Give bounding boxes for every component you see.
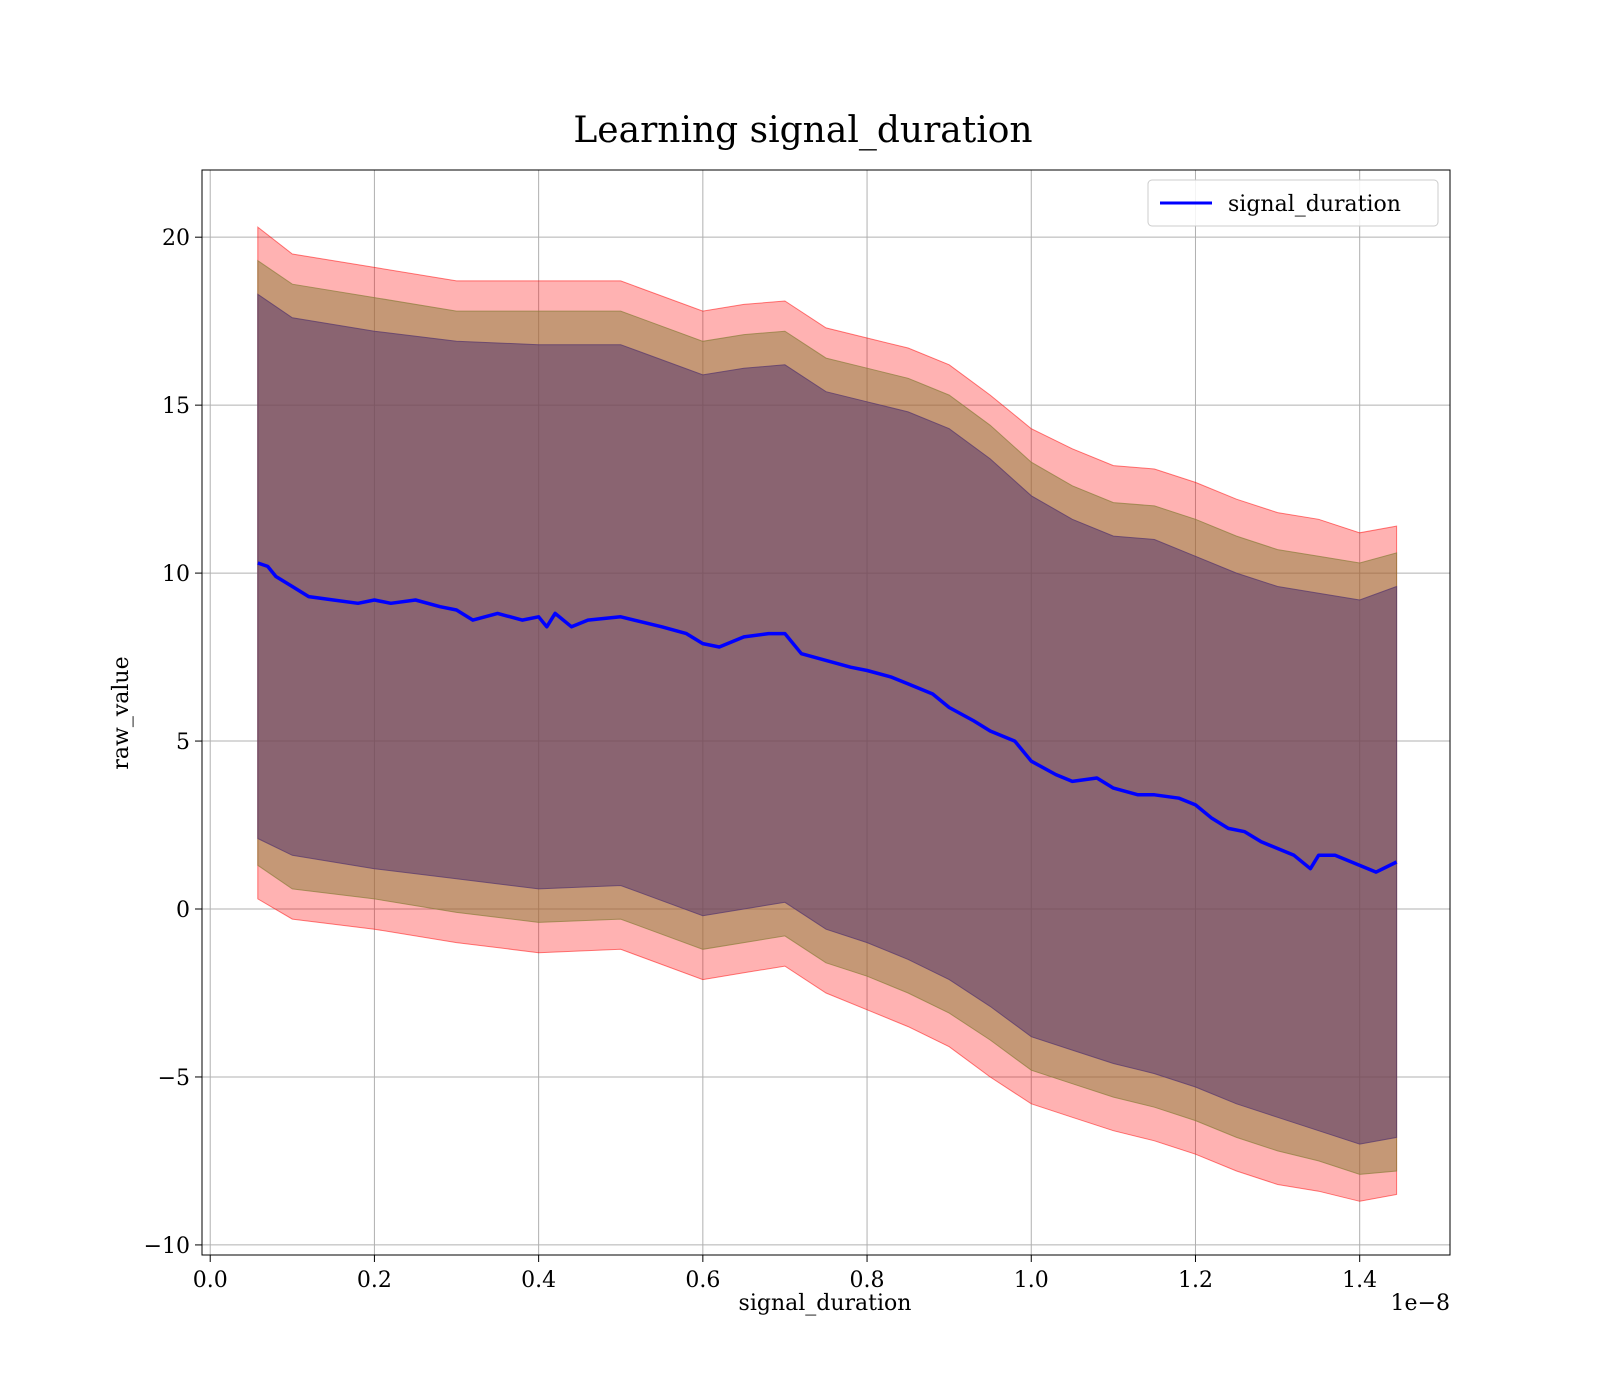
x-tick-label: 1.4 <box>1342 1268 1377 1293</box>
x-axis-ticks: 0.0 0.2 0.4 0.6 0.8 1.0 1.2 1.4 <box>193 1255 1377 1293</box>
series-lines <box>257 561 1398 874</box>
x-tick-label: 0.6 <box>685 1268 720 1293</box>
x-tick-label: 0.2 <box>357 1268 392 1293</box>
y-tick-label: −5 <box>158 1066 190 1091</box>
legend-box <box>1147 179 1439 227</box>
y-axis-label: raw_value <box>109 656 134 769</box>
confidence-band-3 <box>257 293 1398 1145</box>
y-tick-label: 15 <box>162 394 190 419</box>
x-axis-offset-label: 1e−8 <box>1391 1291 1450 1316</box>
y-tick-label: 5 <box>176 730 190 755</box>
y-tick-label: 20 <box>162 226 190 251</box>
y-tick-label: 0 <box>176 898 190 923</box>
x-tick-label: 0.0 <box>193 1268 228 1293</box>
series-line-signal_duration <box>257 561 1398 874</box>
legend: signal_duration <box>1147 179 1439 227</box>
y-axis-ticks: −10 −5 0 5 10 15 20 <box>144 226 202 1259</box>
y-tick-label: 10 <box>162 562 190 587</box>
chart-title: Learning signal_duration <box>573 110 1032 151</box>
legend-label: signal_duration <box>1228 192 1401 217</box>
y-tick-label: −10 <box>144 1234 190 1259</box>
x-tick-label: 0.8 <box>850 1268 885 1293</box>
confidence-bands <box>257 226 1398 1202</box>
x-tick-label: 1.0 <box>1014 1268 1049 1293</box>
x-tick-label: 1.2 <box>1178 1268 1213 1293</box>
plot-frame <box>201 169 1451 1256</box>
x-tick-label: 0.4 <box>521 1268 556 1293</box>
x-axis-label: signal_duration <box>739 1291 912 1316</box>
